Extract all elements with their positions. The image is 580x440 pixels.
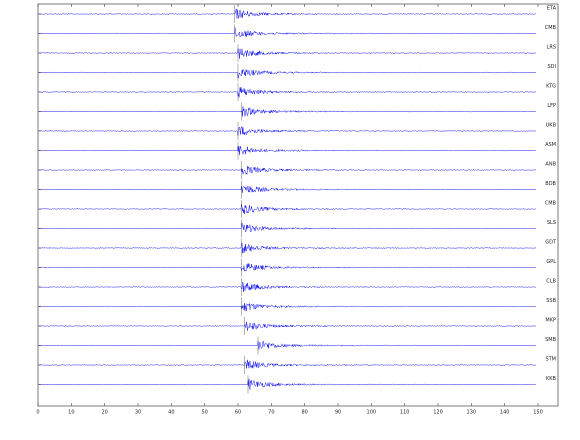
station-label: ASM	[545, 142, 556, 148]
x-tick-label: 20	[101, 410, 107, 416]
trace	[38, 8, 537, 19]
trace	[38, 243, 537, 254]
trace	[38, 303, 537, 311]
station-label: CLB	[546, 279, 556, 285]
trace	[38, 106, 537, 117]
trace	[38, 68, 537, 79]
station-label: CMB	[545, 201, 557, 207]
station-label: GDT	[545, 240, 557, 246]
station-label: ANB	[545, 162, 556, 168]
x-tick-label: 40	[168, 410, 174, 416]
trace	[38, 378, 537, 390]
trace	[38, 48, 537, 59]
x-tick-label: 110	[400, 410, 410, 416]
station-label: KTG	[546, 84, 556, 90]
trace	[38, 185, 537, 193]
x-tick-label: 50	[201, 410, 207, 416]
station-label: BDB	[545, 181, 556, 187]
station-label: LFP	[547, 103, 556, 109]
trace	[38, 359, 537, 369]
trace	[38, 281, 537, 293]
trace	[38, 165, 537, 175]
x-tick-label: 30	[135, 410, 141, 416]
trace	[38, 145, 537, 155]
trace	[38, 27, 537, 38]
station-label: KKB	[546, 376, 557, 382]
plot-frame	[37, 3, 559, 407]
trace	[38, 222, 537, 233]
x-tick-label: 130	[467, 410, 477, 416]
x-tick-label: 80	[301, 410, 307, 416]
station-label: SSB	[546, 298, 556, 304]
station-label: SMB	[545, 337, 556, 343]
x-tick-label: 70	[268, 410, 274, 416]
station-label: SDI	[548, 64, 557, 70]
x-tick-label: 0	[36, 410, 39, 416]
station-label: ETA	[547, 6, 557, 12]
x-tick-label: 90	[335, 410, 341, 416]
trace	[38, 126, 537, 136]
x-tick-label: 100	[367, 410, 377, 416]
trace	[38, 321, 537, 331]
station-label: GPL	[546, 259, 556, 265]
x-tick-label: 120	[433, 410, 443, 416]
station-label: MKP	[545, 318, 556, 324]
station-label: UKB	[546, 123, 557, 129]
station-label: CMB	[545, 25, 557, 31]
x-tick-label: 60	[235, 410, 241, 416]
x-tick-label: 10	[68, 410, 74, 416]
station-label: SLS	[547, 220, 556, 226]
trace	[38, 87, 537, 98]
x-tick-label: 150	[533, 410, 543, 416]
trace	[38, 204, 537, 214]
station-label: STM	[545, 357, 556, 363]
station-label: LRS	[547, 45, 556, 51]
x-tick-label: 140	[500, 410, 510, 416]
trace	[38, 340, 537, 350]
trace	[38, 263, 537, 272]
